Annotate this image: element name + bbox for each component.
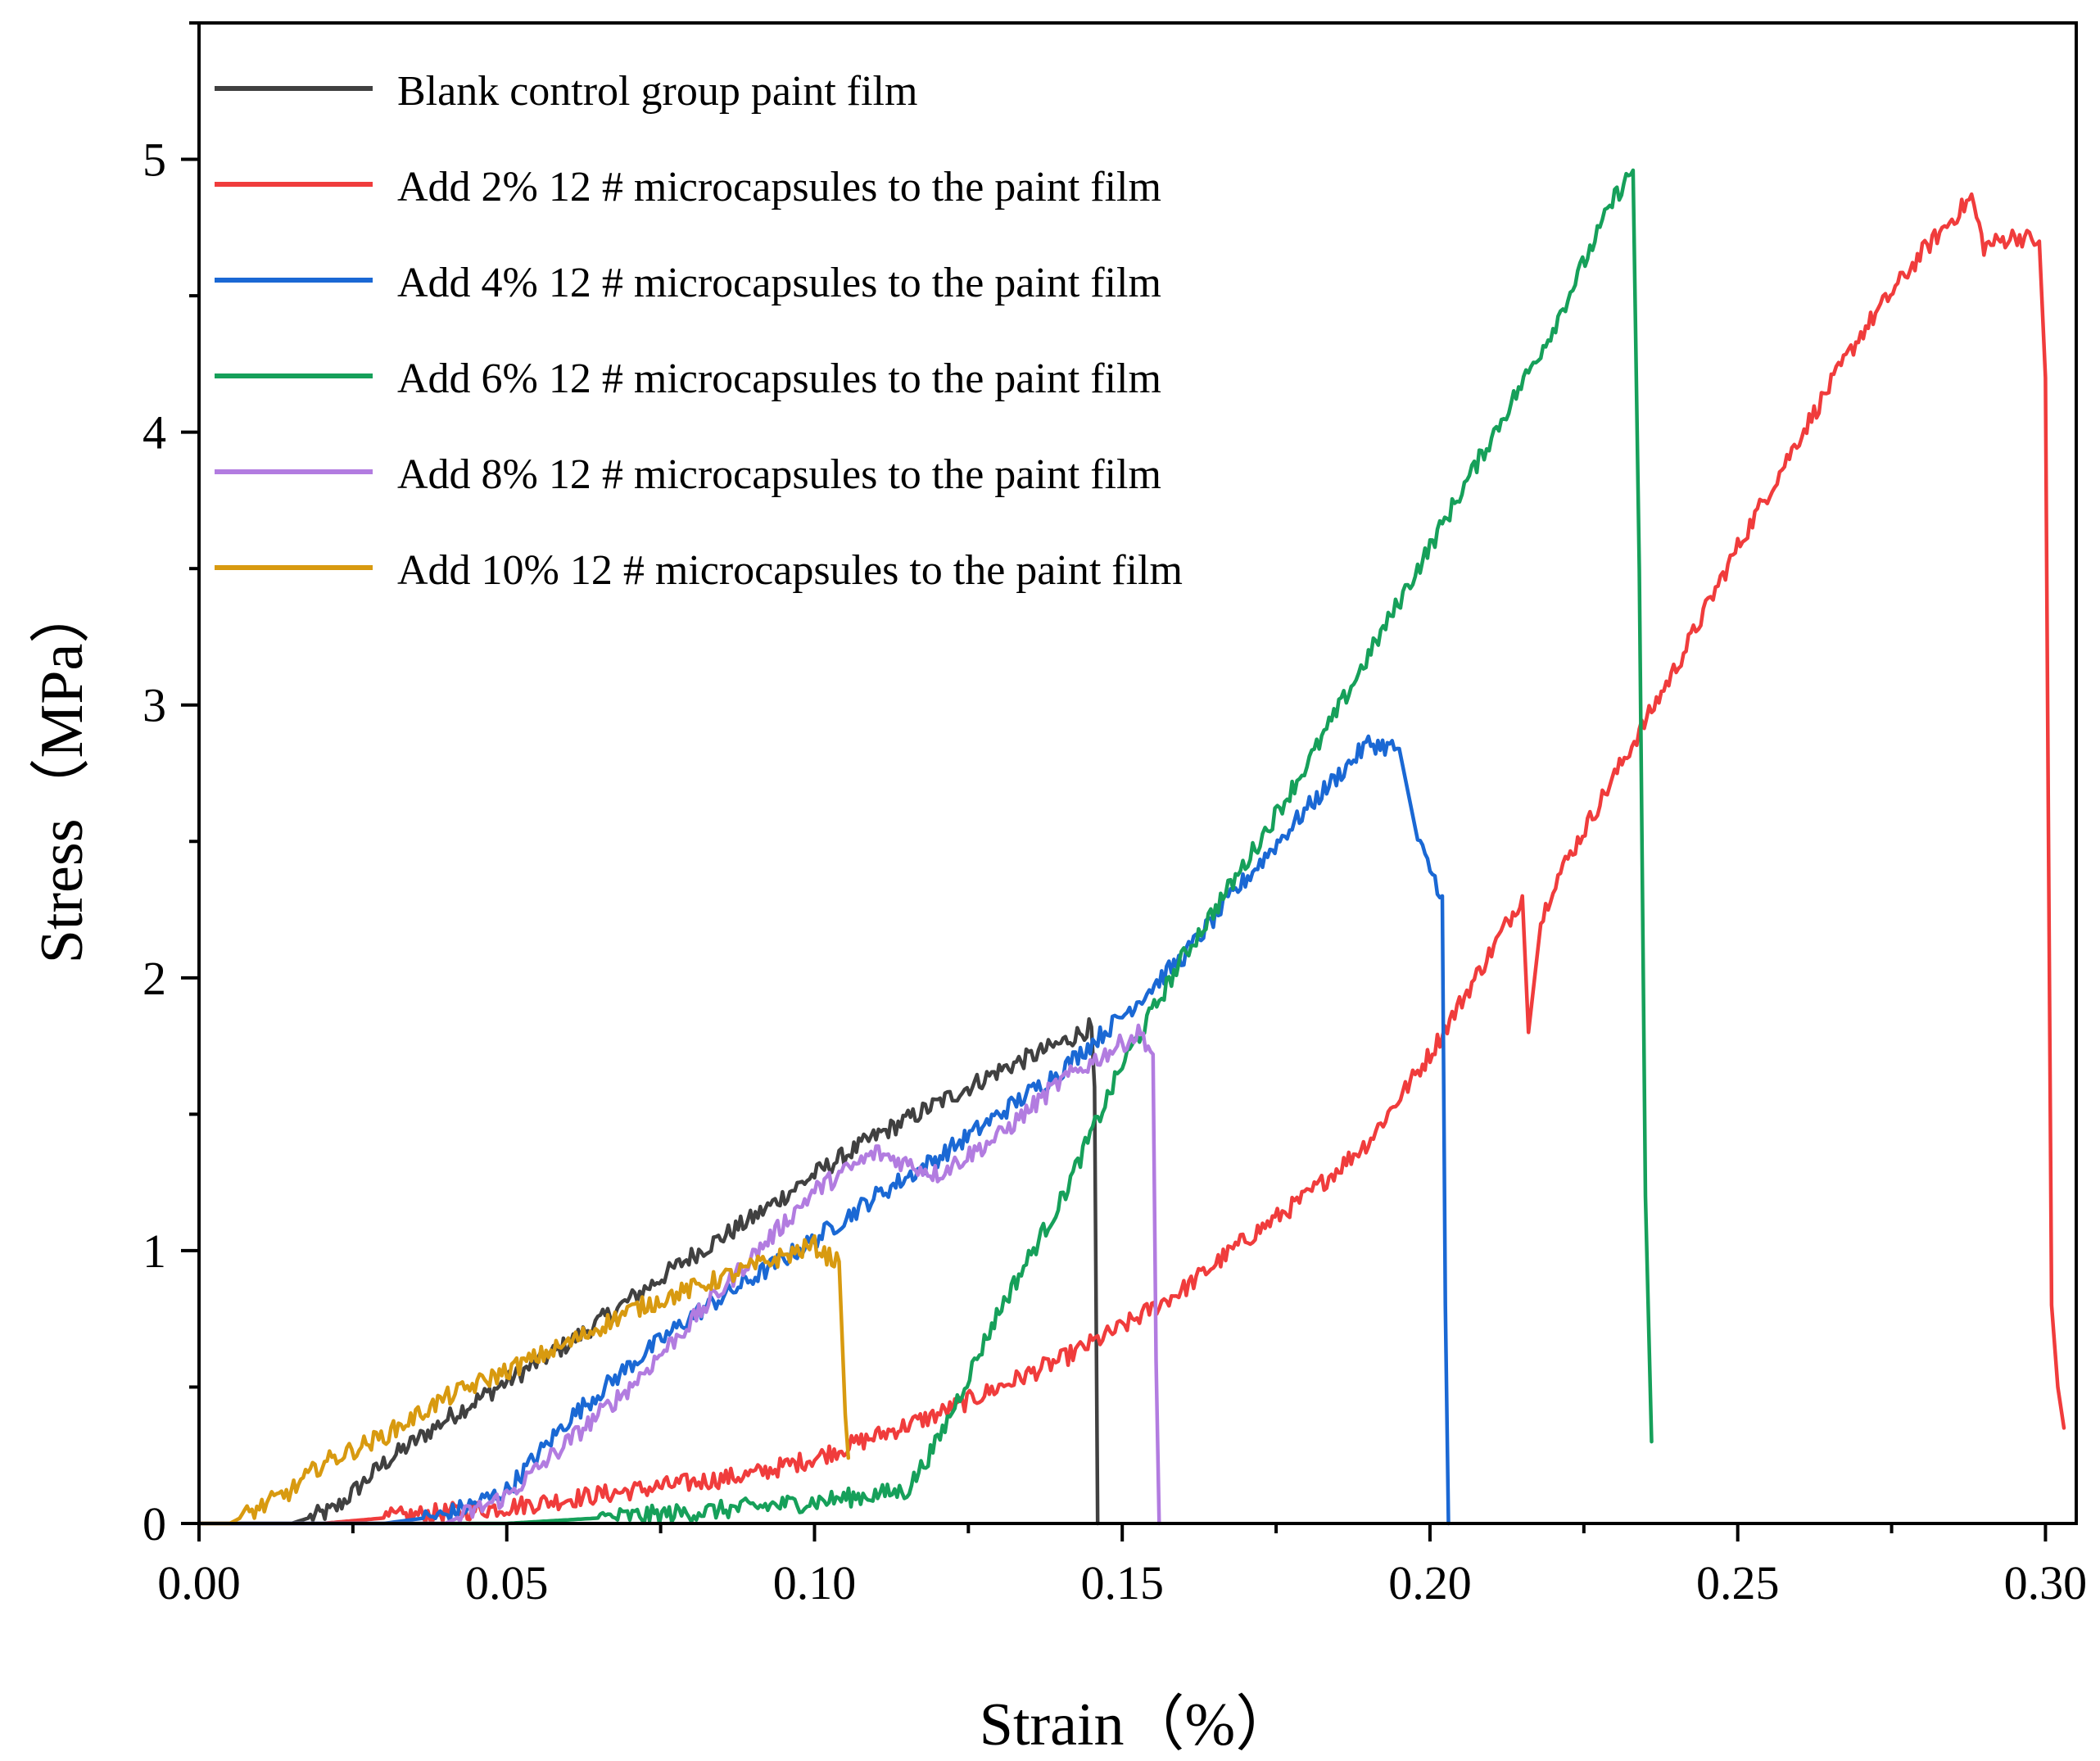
axis-layer: 0.00 0.05 0.10 0.15 0.20 0.25 0.30 0 1 2 3 4 5 Strain… — [29, 21, 2088, 1759]
y-tick-label: 3 — [143, 679, 166, 732]
series-line-2 — [197, 734, 1451, 1526]
x-tick-label: 0.05 — [465, 1556, 549, 1609]
x-axis-title: Strain（%） — [980, 1691, 1296, 1759]
series-line-5 — [197, 1234, 851, 1526]
legend-label: Add 10% 12 # microcapsules to the paint … — [397, 547, 1183, 594]
y-tick-label: 0 — [143, 1497, 166, 1550]
y-tick-label: 5 — [143, 134, 166, 187]
x-tick-label: 0.10 — [773, 1556, 857, 1609]
x-tick-label: 0.20 — [1388, 1556, 1472, 1609]
y-tick-label: 4 — [143, 406, 166, 459]
x-tick-label: 0.30 — [2004, 1556, 2088, 1609]
series-line-1 — [197, 192, 2066, 1526]
plot-frame — [197, 21, 2078, 1525]
y-tick-label: 1 — [143, 1225, 166, 1278]
legend-label: Add 6% 12 # microcapsules to the paint f… — [397, 355, 1161, 402]
x-tick-label: 0.00 — [157, 1556, 241, 1609]
legend: Blank control group paint film Add 2% 12 … — [215, 68, 1183, 594]
legend-label: Add 2% 12 # microcapsules to the paint f… — [397, 164, 1161, 211]
y-axis-title: Stress（MPa） — [29, 583, 96, 964]
y-tick-label: 2 — [143, 952, 166, 1005]
x-tick-label: 0.25 — [1696, 1556, 1780, 1609]
legend-label: Add 8% 12 # microcapsules to the paint f… — [397, 451, 1161, 498]
legend-label: Blank control group paint film — [397, 68, 917, 115]
x-tick-label: 0.15 — [1080, 1556, 1164, 1609]
legend-label: Add 4% 12 # microcapsules to the paint f… — [397, 260, 1161, 306]
series-line-0 — [197, 1016, 1100, 1526]
